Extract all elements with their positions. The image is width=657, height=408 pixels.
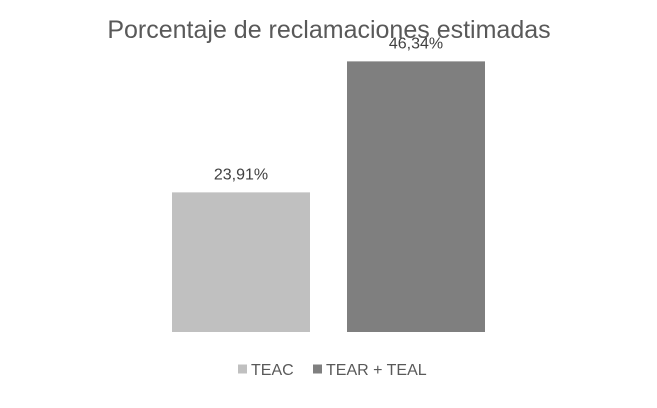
legend-label: TEAC: [251, 362, 294, 379]
bar-tear-teal: [347, 61, 485, 333]
legend: TEAC TEAR + TEAL: [238, 362, 427, 379]
legend-label: TEAR + TEAL: [326, 362, 427, 379]
chart-title: Porcentaje de reclamaciones estimadas: [107, 16, 550, 44]
data-labels-layer: 23,91% 46,34%: [214, 35, 443, 183]
data-label: 23,91%: [214, 166, 268, 183]
legend-item: TEAR + TEAL: [313, 362, 427, 379]
bar-teac: [172, 192, 310, 332]
legend-swatch: [313, 364, 322, 374]
legend-item: TEAC: [238, 362, 294, 379]
bars-layer: [172, 61, 485, 333]
legend-swatch: [238, 364, 247, 374]
data-label: 46,34%: [389, 35, 443, 52]
